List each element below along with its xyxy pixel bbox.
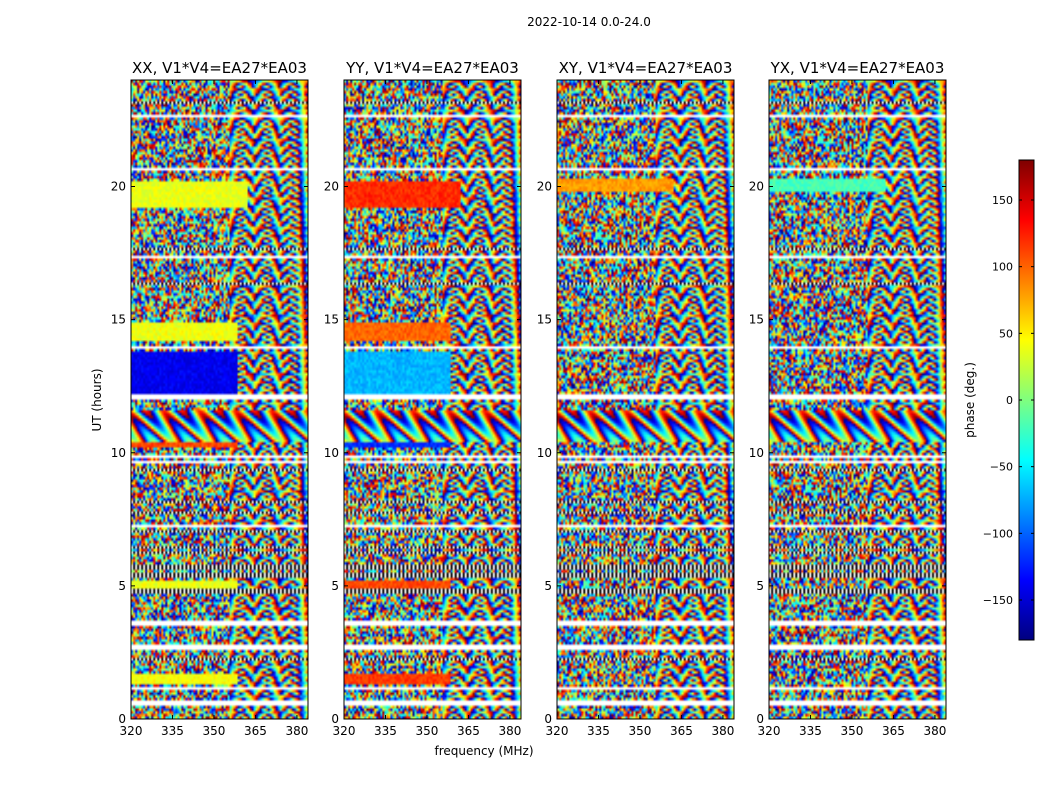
colorbar-tick-label: 100 — [992, 261, 1013, 274]
panel-title: YX, V1*V4=EA27*EA03 — [770, 59, 945, 77]
x-tick-label: 380 — [923, 724, 946, 738]
panel-1: XX, V1*V4=EA27*EA03 320 335 350 365 380 0 5 10 15… — [111, 59, 309, 738]
y-tick-label: 15 — [749, 313, 764, 327]
x-tick-label: 335 — [799, 724, 822, 738]
y-tick-label: 20 — [324, 180, 339, 194]
axes-frame — [343, 79, 522, 720]
phase-heatmap — [557, 80, 734, 719]
y-tick-label: 10 — [324, 446, 339, 460]
phase-heatmap — [131, 80, 308, 719]
y-tick-label: 5 — [544, 579, 552, 593]
panel-title: XX, V1*V4=EA27*EA03 — [132, 59, 307, 77]
phase-heatmap — [344, 80, 521, 719]
y-tick-label: 20 — [537, 180, 552, 194]
y-tick-label: 20 — [111, 180, 126, 194]
y-tick-label: 5 — [331, 579, 339, 593]
x-tick-label: 365 — [244, 724, 267, 738]
colorbar-tick-label: −50 — [990, 461, 1013, 474]
x-tick-label: 350 — [203, 724, 226, 738]
axes-frame — [768, 79, 947, 720]
x-tick-label: 335 — [374, 724, 397, 738]
y-tick-label: 5 — [756, 579, 764, 593]
x-tick-label: 350 — [416, 724, 439, 738]
x-tick-label: 365 — [670, 724, 693, 738]
colorbar-tick-label: 50 — [999, 327, 1013, 340]
y-axis-label: UT (hours) — [90, 368, 104, 431]
y-tick-label: 15 — [537, 313, 552, 327]
y-tick-label: 10 — [537, 446, 552, 460]
y-tick-label: 0 — [331, 712, 339, 726]
x-tick-label: 380 — [285, 724, 308, 738]
y-tick-label: 10 — [111, 446, 126, 460]
y-tick-label: 15 — [324, 313, 339, 327]
colorbar-tick-label: 150 — [992, 194, 1013, 207]
x-axis-label: frequency (MHz) — [434, 744, 533, 758]
x-tick-label: 350 — [629, 724, 652, 738]
x-tick-label: 320 — [120, 724, 143, 738]
axes-frame — [130, 79, 309, 720]
y-tick-label: 20 — [749, 180, 764, 194]
y-tick-label: 0 — [756, 712, 764, 726]
x-tick-label: 380 — [498, 724, 521, 738]
panel-title: XY, V1*V4=EA27*EA03 — [559, 59, 733, 77]
colorbar-ticks: 150 100 50 0 −50 −100 −150 — [983, 194, 1034, 607]
colorbar-tick-label: 0 — [1006, 394, 1013, 407]
y-tick-label: 15 — [111, 313, 126, 327]
panel-3: XY, V1*V4=EA27*EA03 320 335 350 365 380 0 5 10 15… — [537, 59, 735, 738]
x-tick-label: 320 — [758, 724, 781, 738]
x-tick-label: 320 — [333, 724, 356, 738]
axes-frame — [556, 79, 735, 720]
x-tick-label: 335 — [161, 724, 184, 738]
x-tick-label: 320 — [546, 724, 569, 738]
figure-title: 2022-10-14 0.0-24.0 — [527, 15, 651, 29]
panel-4: YX, V1*V4=EA27*EA03 320 335 350 365 380 0 5 10 15… — [749, 59, 947, 738]
y-tick-label: 10 — [749, 446, 764, 460]
y-tick-label: 0 — [544, 712, 552, 726]
x-tick-label: 365 — [882, 724, 905, 738]
colorbar-tick-label: −100 — [983, 527, 1013, 540]
panels: XX, V1*V4=EA27*EA03 320 335 350 365 380 0 5 10 15… — [111, 59, 947, 738]
y-tick-label: 5 — [118, 579, 126, 593]
panel-title: YY, V1*V4=EA27*EA03 — [345, 59, 519, 77]
y-tick-label: 0 — [118, 712, 126, 726]
colorbar-tick-label: −150 — [983, 594, 1013, 607]
x-tick-label: 335 — [587, 724, 610, 738]
x-tick-label: 365 — [457, 724, 480, 738]
colorbar: 150 100 50 0 −50 −100 −150 phase (deg.) — [963, 159, 1035, 641]
x-tick-label: 380 — [711, 724, 734, 738]
panel-2: YY, V1*V4=EA27*EA03 320 335 350 365 380 0 5 10 15… — [324, 59, 522, 738]
colorbar-label: phase (deg.) — [963, 362, 977, 438]
phase-heatmap — [769, 80, 946, 719]
x-tick-label: 350 — [841, 724, 864, 738]
